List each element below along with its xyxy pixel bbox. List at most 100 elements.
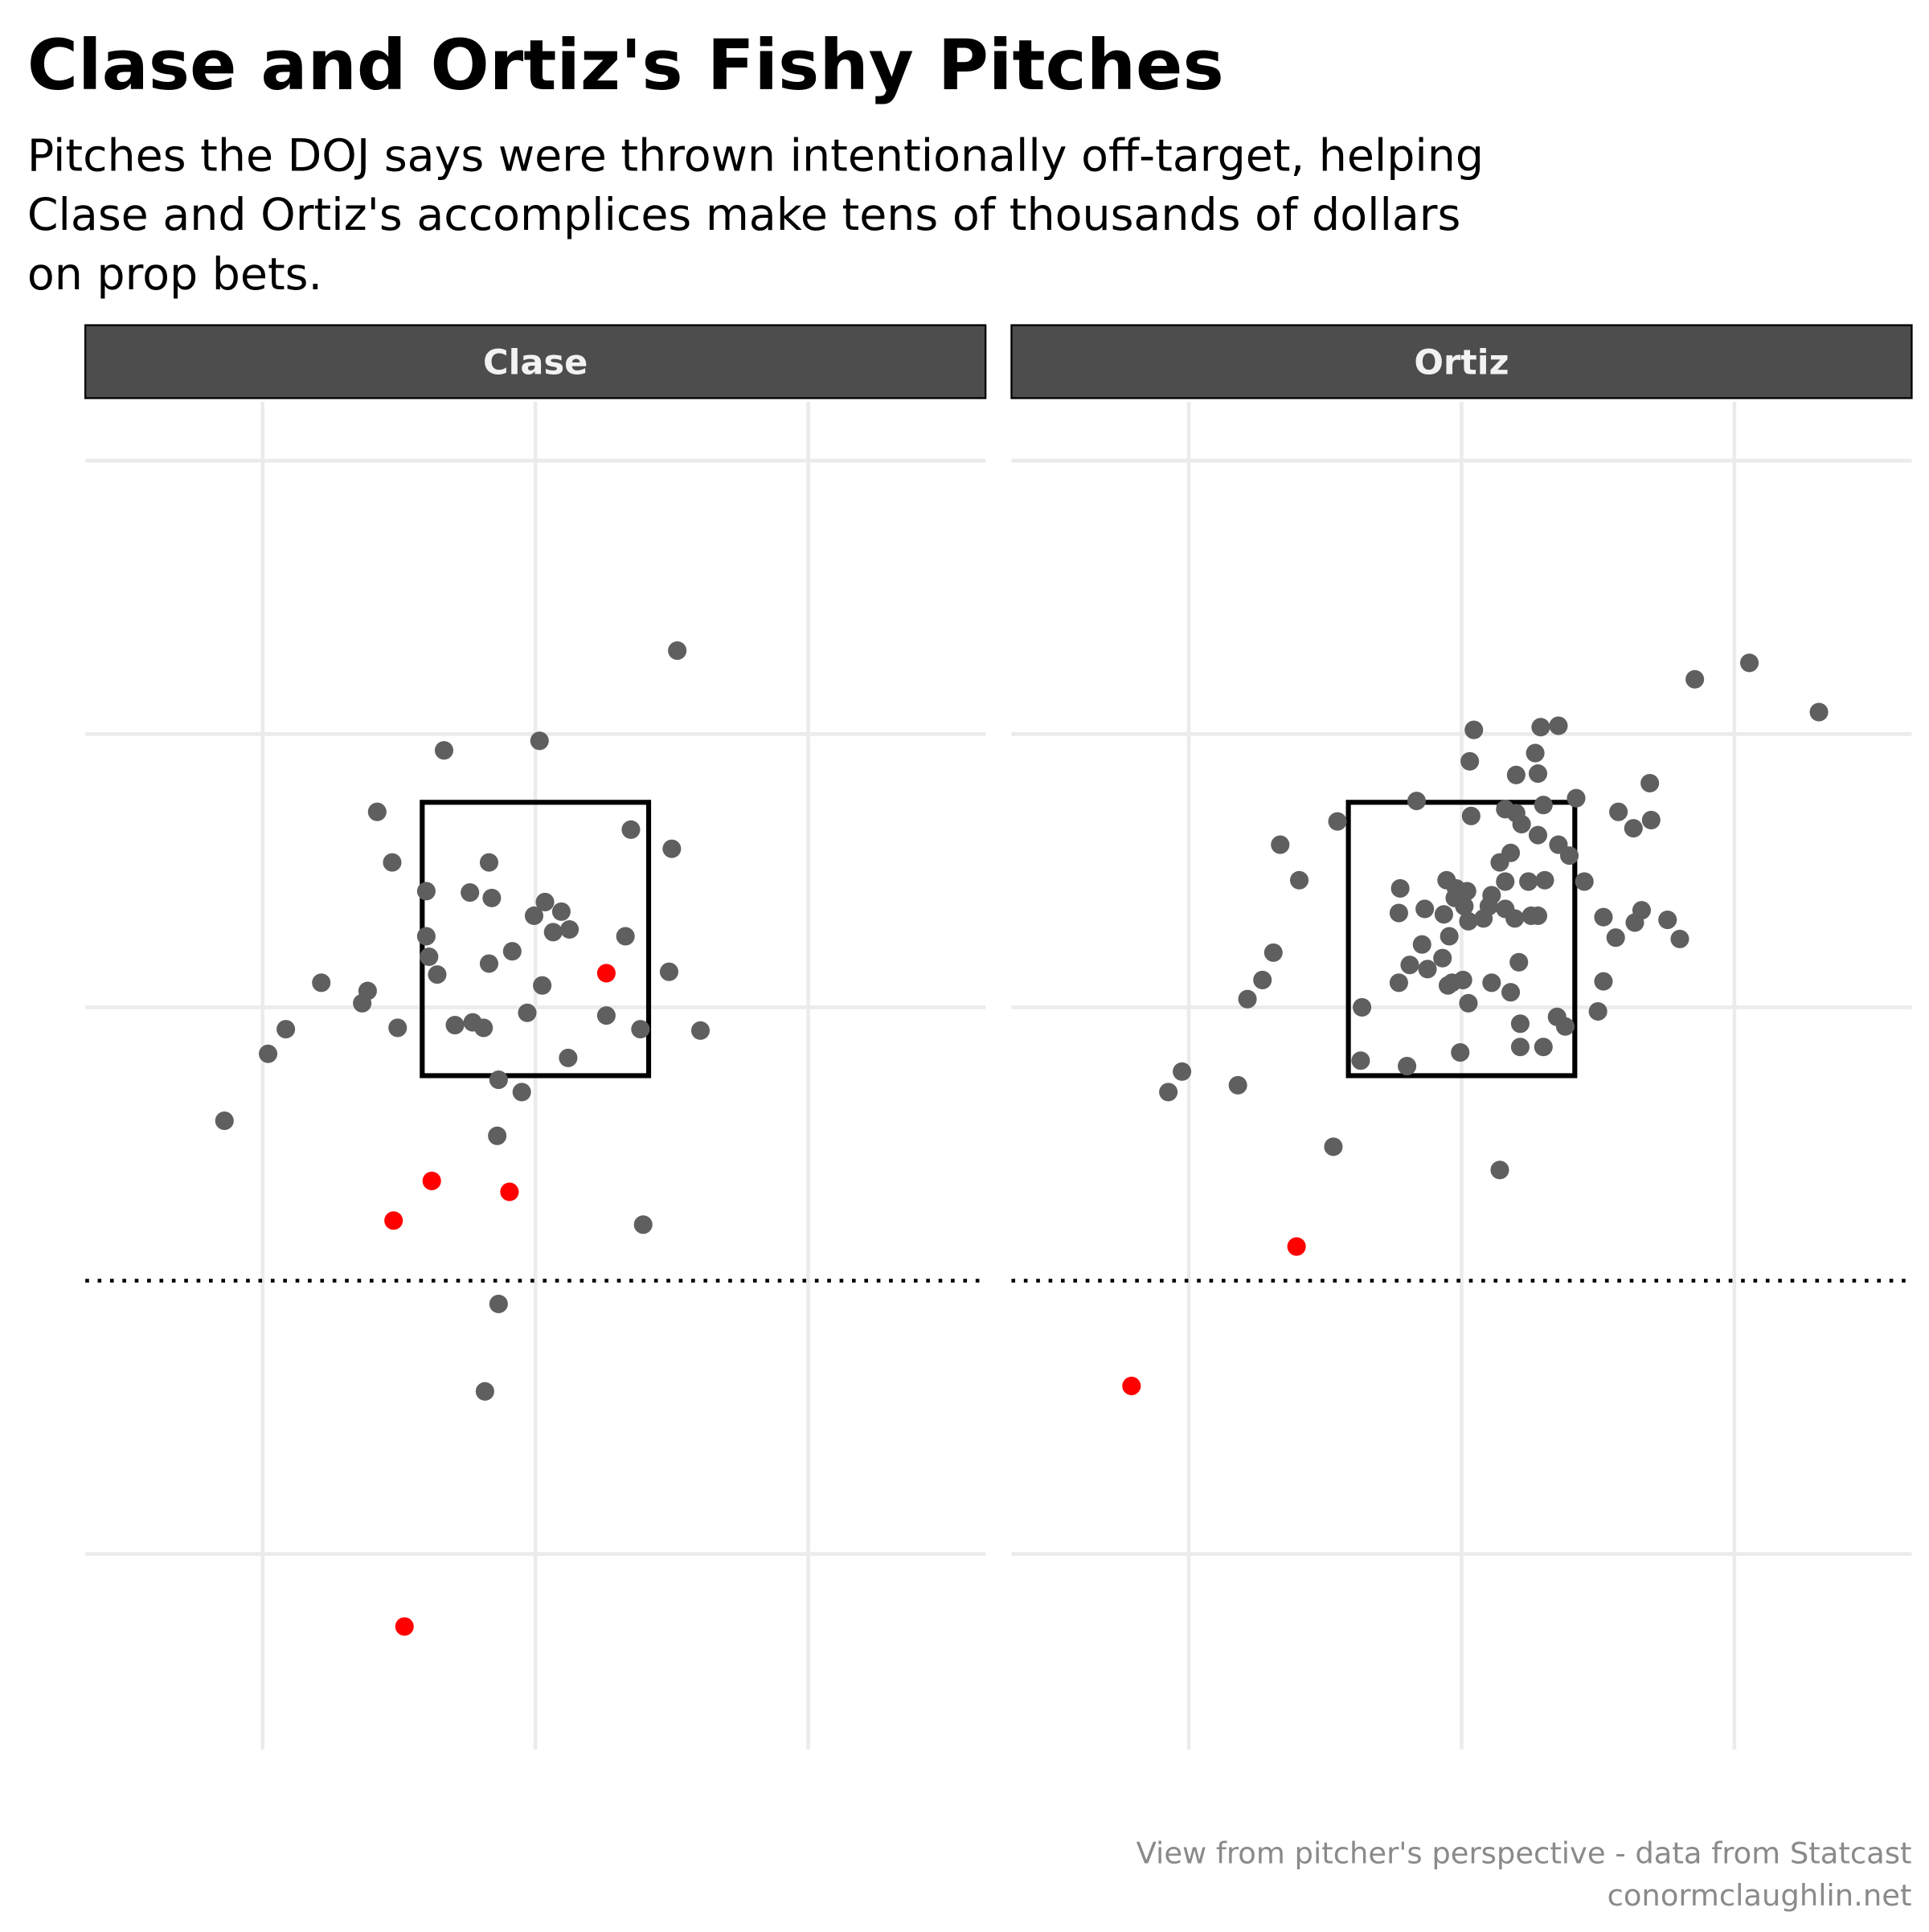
pitch-point <box>668 641 687 661</box>
pitch-point <box>383 853 402 872</box>
pitch-point <box>1531 718 1550 737</box>
pitch-point <box>1238 989 1257 1009</box>
pitch-point <box>543 923 563 942</box>
pitch-point <box>560 919 580 939</box>
pitch-point <box>559 1048 578 1067</box>
pitch-point <box>1534 1038 1553 1057</box>
pitch-point <box>1609 802 1628 821</box>
pitch-point <box>1453 970 1472 989</box>
pitch-point <box>475 1381 494 1401</box>
pitch-point <box>1418 960 1437 979</box>
pitch-point <box>1289 870 1309 890</box>
pitch-point <box>1389 973 1408 993</box>
pitch-point <box>1594 972 1613 991</box>
pitch-point <box>616 927 635 946</box>
pitch-point <box>1351 1051 1370 1070</box>
pitch-point <box>434 741 453 760</box>
subtitle: Pitches the DOJ says were thrown intenti… <box>27 130 1484 182</box>
pitch-point <box>1526 743 1545 763</box>
pitch-point <box>631 1020 650 1039</box>
pitch-point <box>1173 1062 1192 1081</box>
pitch-point <box>1490 853 1509 872</box>
pitch-point <box>1459 993 1478 1013</box>
pitch-point <box>1510 1014 1530 1034</box>
pitch-point <box>1459 911 1478 931</box>
pitch-point <box>1496 872 1515 891</box>
pitch-point <box>1594 907 1613 927</box>
pitch-point <box>479 954 498 973</box>
pitch-point <box>489 1294 508 1314</box>
pitch-point <box>1464 720 1484 739</box>
pitch-point <box>1528 825 1548 845</box>
pitch-point <box>422 1171 441 1190</box>
pitch-point <box>1528 906 1548 926</box>
pitch-point <box>512 1083 531 1102</box>
pitch-point <box>1685 669 1705 689</box>
pitch-point <box>416 927 436 946</box>
pitch-point <box>1640 773 1660 793</box>
pitch-point <box>1389 903 1408 923</box>
pitch-point <box>1122 1376 1141 1396</box>
strip <box>1010 324 1913 399</box>
pitch-point <box>1271 835 1290 854</box>
pitch-point <box>690 1021 711 1040</box>
pitch-point <box>1460 751 1480 771</box>
pitch-point <box>445 1015 465 1035</box>
pitch-point <box>1253 970 1272 989</box>
pitch-point <box>596 1006 616 1025</box>
pitch-point <box>1641 810 1661 829</box>
subtitle: on prop bets. <box>27 249 322 301</box>
pitch-point <box>1461 806 1481 825</box>
strip-label: Clase <box>483 342 588 383</box>
pitch-point <box>1490 1160 1509 1180</box>
pitch-point <box>353 993 372 1013</box>
pitch-point <box>479 853 498 872</box>
pitch-point <box>1159 1083 1178 1102</box>
pitch-point <box>1505 909 1525 928</box>
pitch-point <box>502 942 522 961</box>
pitch-point <box>1658 911 1677 930</box>
pitch-point <box>1433 948 1452 968</box>
pitch-point <box>215 1111 234 1131</box>
pitch-point <box>1559 846 1579 866</box>
pitch-point <box>1324 1137 1343 1156</box>
pitch-point <box>535 892 555 912</box>
strip <box>84 324 987 399</box>
strike-zone <box>1345 800 1578 1079</box>
pitch-point <box>1407 792 1426 811</box>
pitch-point <box>1482 973 1501 993</box>
pitch-point <box>1451 1043 1470 1062</box>
chart-title: Clase and Ortiz's Fishy Pitches <box>27 26 1224 106</box>
pitch-point <box>388 1018 408 1038</box>
caption: conormclaughlin.net <box>1608 1878 1912 1913</box>
pitch-point <box>1440 927 1459 946</box>
pitch-point <box>1510 1038 1530 1057</box>
pitch-point <box>276 1020 296 1039</box>
pitch-point <box>1512 814 1531 834</box>
pitch-point <box>1588 1001 1608 1021</box>
pitch-point <box>1670 929 1689 948</box>
pitch-point <box>551 902 571 921</box>
pitch-point <box>1501 983 1521 1002</box>
pitch-point <box>1809 702 1829 722</box>
pitch-point <box>1415 899 1435 919</box>
pitch-point <box>1400 956 1419 975</box>
pitch-point <box>488 1126 507 1145</box>
pitch-point <box>416 882 436 901</box>
pitch-point <box>482 888 502 907</box>
pitch-point <box>1474 909 1493 928</box>
pitch-point <box>428 965 447 984</box>
pitch-point <box>1606 928 1625 948</box>
pitch-point <box>596 964 616 983</box>
pitch-point <box>1575 872 1594 891</box>
pitch-point <box>1555 1017 1575 1036</box>
pitch-point <box>420 947 439 967</box>
pitch-point <box>1353 997 1372 1017</box>
caption: View from pitcher's perspective - data f… <box>1137 1836 1912 1870</box>
pitch-point <box>1549 716 1568 735</box>
pitch-point <box>500 1182 519 1201</box>
pitch-point <box>659 962 678 981</box>
pitch-point <box>662 839 682 858</box>
